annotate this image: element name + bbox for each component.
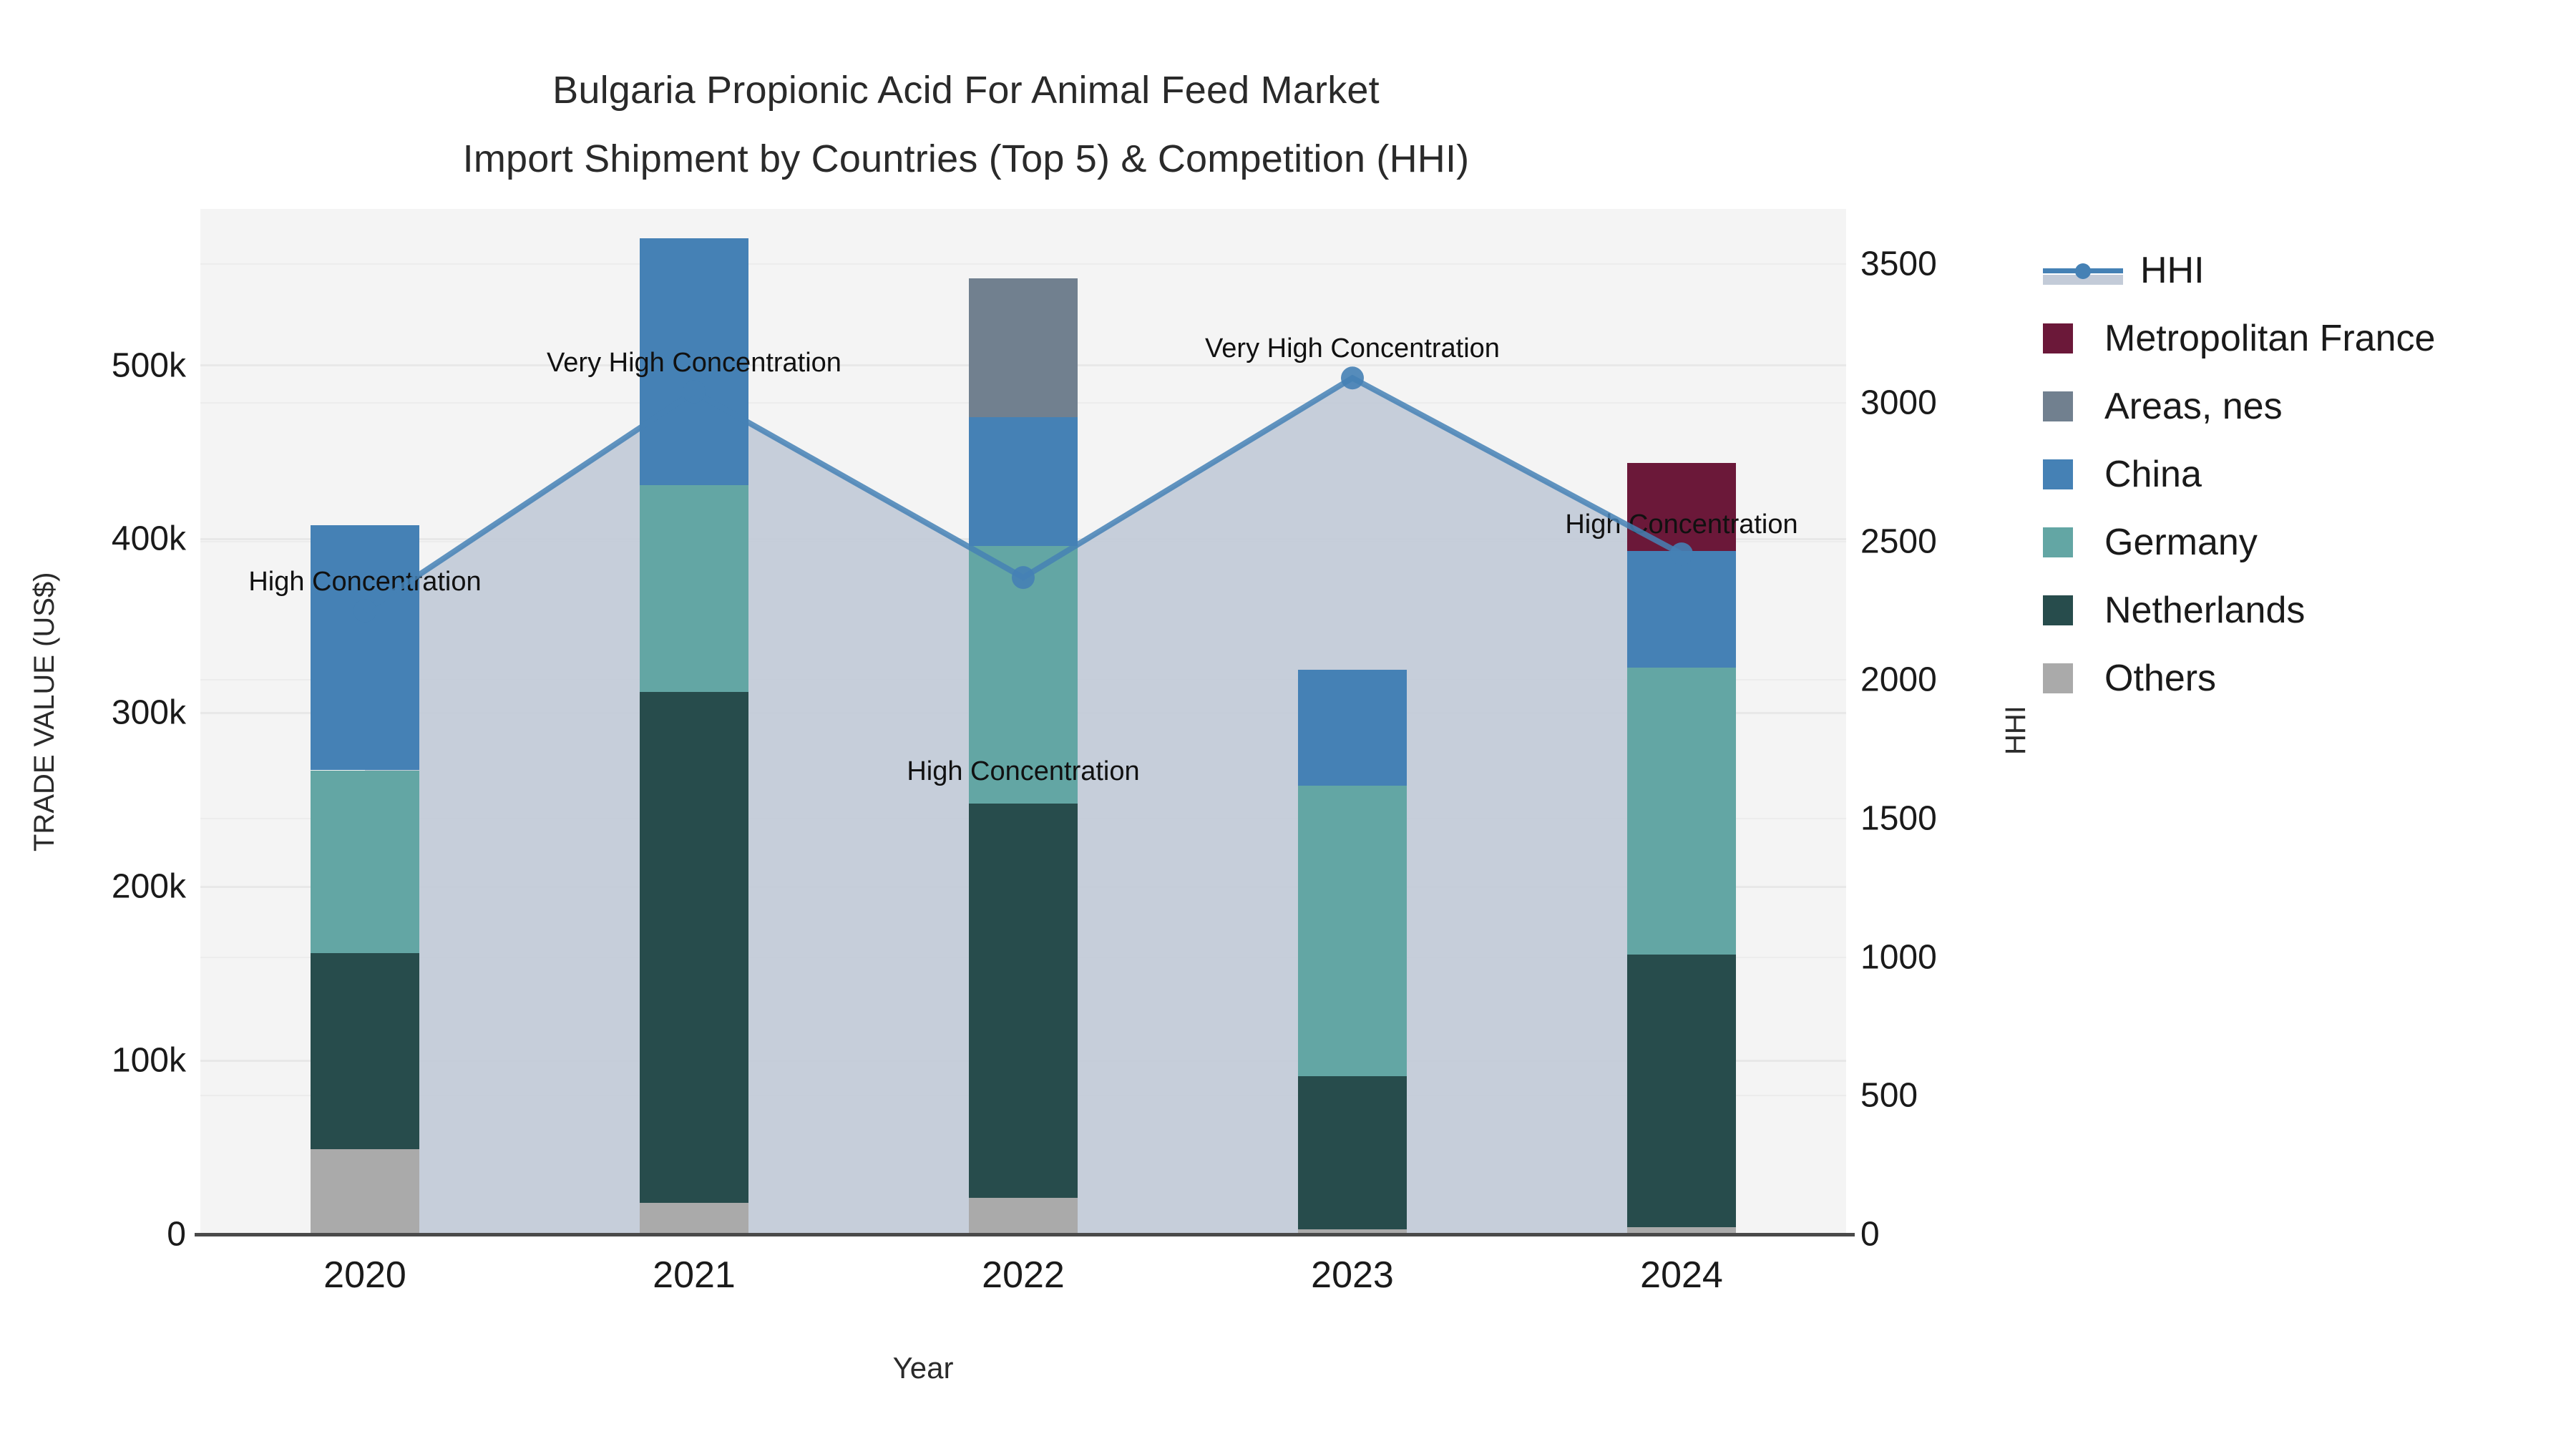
x-axis-label: Year — [892, 1351, 954, 1385]
concentration-annotation: Very High Concentration — [547, 347, 841, 378]
bar-segment[interactable] — [640, 1203, 748, 1234]
y-axis-right-tick: 2000 — [1860, 660, 1937, 699]
gridline — [200, 263, 1846, 265]
y-axis-left-label: TRADE VALUE (US$) — [29, 572, 60, 852]
bar-segment[interactable] — [640, 485, 748, 693]
bar-segment[interactable] — [311, 525, 419, 771]
legend-item-label: Germany — [2104, 521, 2258, 563]
title-line-2: Import Shipment by Countries (Top 5) & C… — [462, 137, 1470, 180]
hhi-data-point[interactable] — [353, 599, 376, 623]
bar-segment[interactable] — [1298, 669, 1407, 786]
x-axis-tick: 2021 — [653, 1254, 736, 1296]
x-axis-tick: 2023 — [1311, 1254, 1394, 1296]
bar-segment[interactable] — [1627, 954, 1736, 1228]
y-axis-right-tick: 2500 — [1860, 522, 1937, 561]
square-swatch-icon — [2043, 595, 2073, 625]
legend-item-label: Others — [2104, 657, 2217, 699]
legend-item[interactable]: Netherlands — [2043, 576, 2572, 644]
y-axis-right-label: HHI — [2000, 706, 2031, 755]
bar-segment[interactable] — [1627, 668, 1736, 955]
legend-item-label: HHI — [2140, 249, 2205, 291]
hhi-data-point[interactable] — [683, 380, 706, 404]
square-swatch-icon — [2043, 391, 2073, 421]
y-axis-right-tick: 500 — [1860, 1076, 1918, 1115]
x-axis-tick: 2022 — [982, 1254, 1065, 1296]
y-axis-left-tick: 100k — [111, 1041, 186, 1080]
hhi-line-top — [353, 366, 1693, 623]
title-line-1: Bulgaria Propionic Acid For Animal Feed … — [552, 69, 1380, 112]
y-axis-left-tick: 0 — [167, 1215, 186, 1254]
legend-item[interactable]: China — [2043, 440, 2572, 508]
hhi-data-point[interactable] — [1341, 366, 1364, 390]
legend-item[interactable]: Germany — [2043, 508, 2572, 576]
y-axis-right-tick: 1500 — [1860, 799, 1937, 838]
hhi-data-point[interactable] — [1670, 542, 1693, 566]
bars-layer — [200, 209, 1846, 1234]
bar-segment[interactable] — [311, 1148, 419, 1234]
y-axis-right-tick: 1000 — [1860, 938, 1937, 977]
bar-segment[interactable] — [969, 1197, 1078, 1234]
legend-item-label: Areas, nes — [2104, 385, 2283, 427]
bar-segment[interactable] — [1627, 551, 1736, 668]
y-axis-right: 0 500 1000 1500 2000 2500 3000 3500 — [1860, 0, 2046, 1449]
bar-segment[interactable] — [969, 278, 1078, 418]
chart-title: Bulgaria Propionic Acid For Animal Feed … — [0, 56, 1932, 193]
x-axis-tick: 2024 — [1640, 1254, 1723, 1296]
bar-segment[interactable] — [311, 770, 419, 953]
legend-item-label: China — [2104, 453, 2202, 495]
bar-segment[interactable] — [969, 803, 1078, 1198]
concentration-annotation: Very High Concentration — [1205, 333, 1500, 364]
y-axis-left-tick: 200k — [111, 867, 186, 906]
concentration-annotation: High Concentration — [907, 756, 1140, 787]
hhi-data-point[interactable] — [1012, 566, 1035, 590]
concentration-annotation: High Concentration — [248, 566, 482, 597]
y-axis-left: 0 100k 200k 300k 400k 500k — [0, 0, 187, 1449]
legend-item[interactable]: HHI — [2043, 236, 2572, 304]
y-axis-left-tick: 300k — [111, 693, 186, 732]
bar-segment[interactable] — [1298, 1075, 1407, 1229]
legend: HHI Metropolitan France Areas, nes China Ger… — [2043, 236, 2572, 712]
square-swatch-icon — [2043, 663, 2073, 693]
y-axis-right-tick: 3500 — [1860, 245, 1937, 283]
x-axis-line — [195, 1233, 1855, 1236]
bar-segment[interactable] — [1627, 1227, 1736, 1234]
bar-segment[interactable] — [640, 692, 748, 1204]
bar-segment[interactable] — [311, 952, 419, 1149]
line-marker-icon — [2043, 255, 2123, 286]
bar-segment[interactable] — [1298, 786, 1407, 1076]
x-axis-tick: 2020 — [323, 1254, 406, 1296]
bar-segment[interactable] — [1298, 1229, 1407, 1234]
bar-segment[interactable] — [969, 417, 1078, 547]
square-swatch-icon — [2043, 527, 2073, 557]
square-swatch-icon — [2043, 323, 2073, 353]
y-axis-right-tick: 0 — [1860, 1215, 1880, 1254]
bar-segment[interactable] — [640, 238, 748, 486]
y-axis-right-tick: 3000 — [1860, 384, 1937, 422]
legend-item[interactable]: Areas, nes — [2043, 372, 2572, 440]
y-axis-left-tick: 500k — [111, 346, 186, 385]
legend-item[interactable]: Others — [2043, 644, 2572, 712]
legend-item-label: Netherlands — [2104, 589, 2306, 631]
legend-item[interactable]: Metropolitan France — [2043, 304, 2572, 372]
y-axis-left-tick: 400k — [111, 519, 186, 558]
legend-item-label: Metropolitan France — [2104, 317, 2436, 359]
square-swatch-icon — [2043, 459, 2073, 489]
